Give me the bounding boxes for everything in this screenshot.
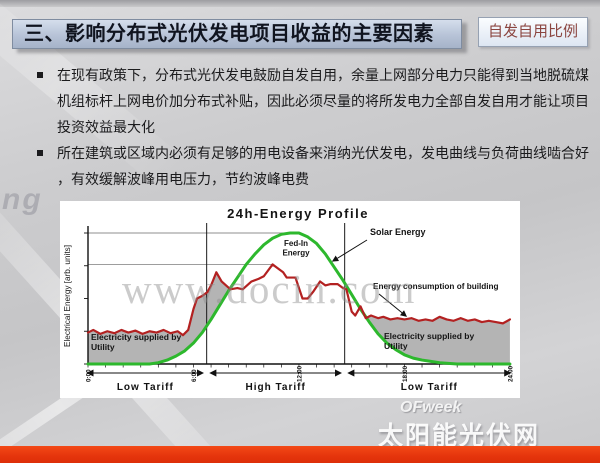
bullet-icon	[37, 150, 43, 156]
bullet-text: 所在建筑或区域内必须有足够的用电设备来消纳光伏发电，发电曲线与负荷曲线啮合好	[57, 145, 589, 161]
bullet-icon	[37, 72, 43, 78]
chart-annotation: Electricity supplied by Utility	[384, 331, 474, 351]
chart-title: 24h-Energy Profile	[227, 206, 369, 221]
side-watermark: ng	[2, 183, 43, 216]
list-item: 在现有政策下，分布式光伏发电鼓励自发自用，余量上网部分电力只能得到当地脱硫煤 机…	[30, 62, 589, 140]
bullet-text: ，有效缓解波峰用电压力，节约波峰电费	[57, 171, 309, 187]
y-axis-label: Electrical Energy [arb. units]	[63, 245, 72, 347]
solar-site-watermark: 太阳能光伏网	[378, 422, 541, 450]
list-item: 所在建筑或区域内必须有足够的用电设备来消纳光伏发电，发电曲线与负荷曲线啮合好 ，…	[30, 140, 589, 192]
svg-text:18:00: 18:00	[402, 365, 409, 382]
chart-annotation: Solar Energy	[370, 227, 426, 237]
bullet-text: 机组标杆上网电价加分布式补贴，因此必须尽量的将所发电力全部自发自用才能让项目	[57, 93, 589, 109]
ofweek-watermark: OFweek	[400, 399, 462, 416]
annotation-arrow	[378, 293, 408, 317]
energy-profile-chart: 0:00 6:00 12:00 18:00 24:00 Low Tariff High Ta…	[60, 201, 520, 398]
chart-annotation: Fed-In Energy	[282, 239, 310, 258]
consumption-curve	[86, 263, 512, 337]
tariff-label: Low Tariff	[401, 382, 458, 393]
svg-text:12:00: 12:00	[296, 365, 303, 382]
bullet-text: 投资效益最大化	[57, 119, 155, 135]
tariff-label: High Tariff	[246, 382, 306, 393]
bullet-text: 在现有政策下，分布式光伏发电鼓励自发自用，余量上网部分电力只能得到当地脱硫煤	[57, 67, 589, 83]
page-title: 三、影响分布式光伏发电项目收益的主要因素	[12, 19, 462, 49]
footer-bar	[0, 446, 600, 463]
topic-badge: 自发自用比例	[478, 17, 588, 47]
top-edge-strip	[0, 0, 600, 7]
tariff-label: Low Tariff	[117, 382, 174, 393]
bullet-list: 在现有政策下，分布式光伏发电鼓励自发自用，余量上网部分电力只能得到当地脱硫煤 机…	[30, 62, 589, 192]
svg-text:24:00: 24:00	[507, 365, 514, 382]
chart-annotation: Energy consumption of building	[373, 282, 499, 291]
svg-text:6:00: 6:00	[191, 369, 198, 382]
annotation-arrow	[331, 239, 368, 262]
chart-canvas: 0:00 6:00 12:00 18:00 24:00 Low Tariff High Ta…	[63, 206, 514, 393]
solar-curve	[86, 231, 512, 366]
chart-annotation: Electricity supplied by Utility	[91, 332, 181, 352]
svg-text:0:00: 0:00	[86, 369, 93, 382]
